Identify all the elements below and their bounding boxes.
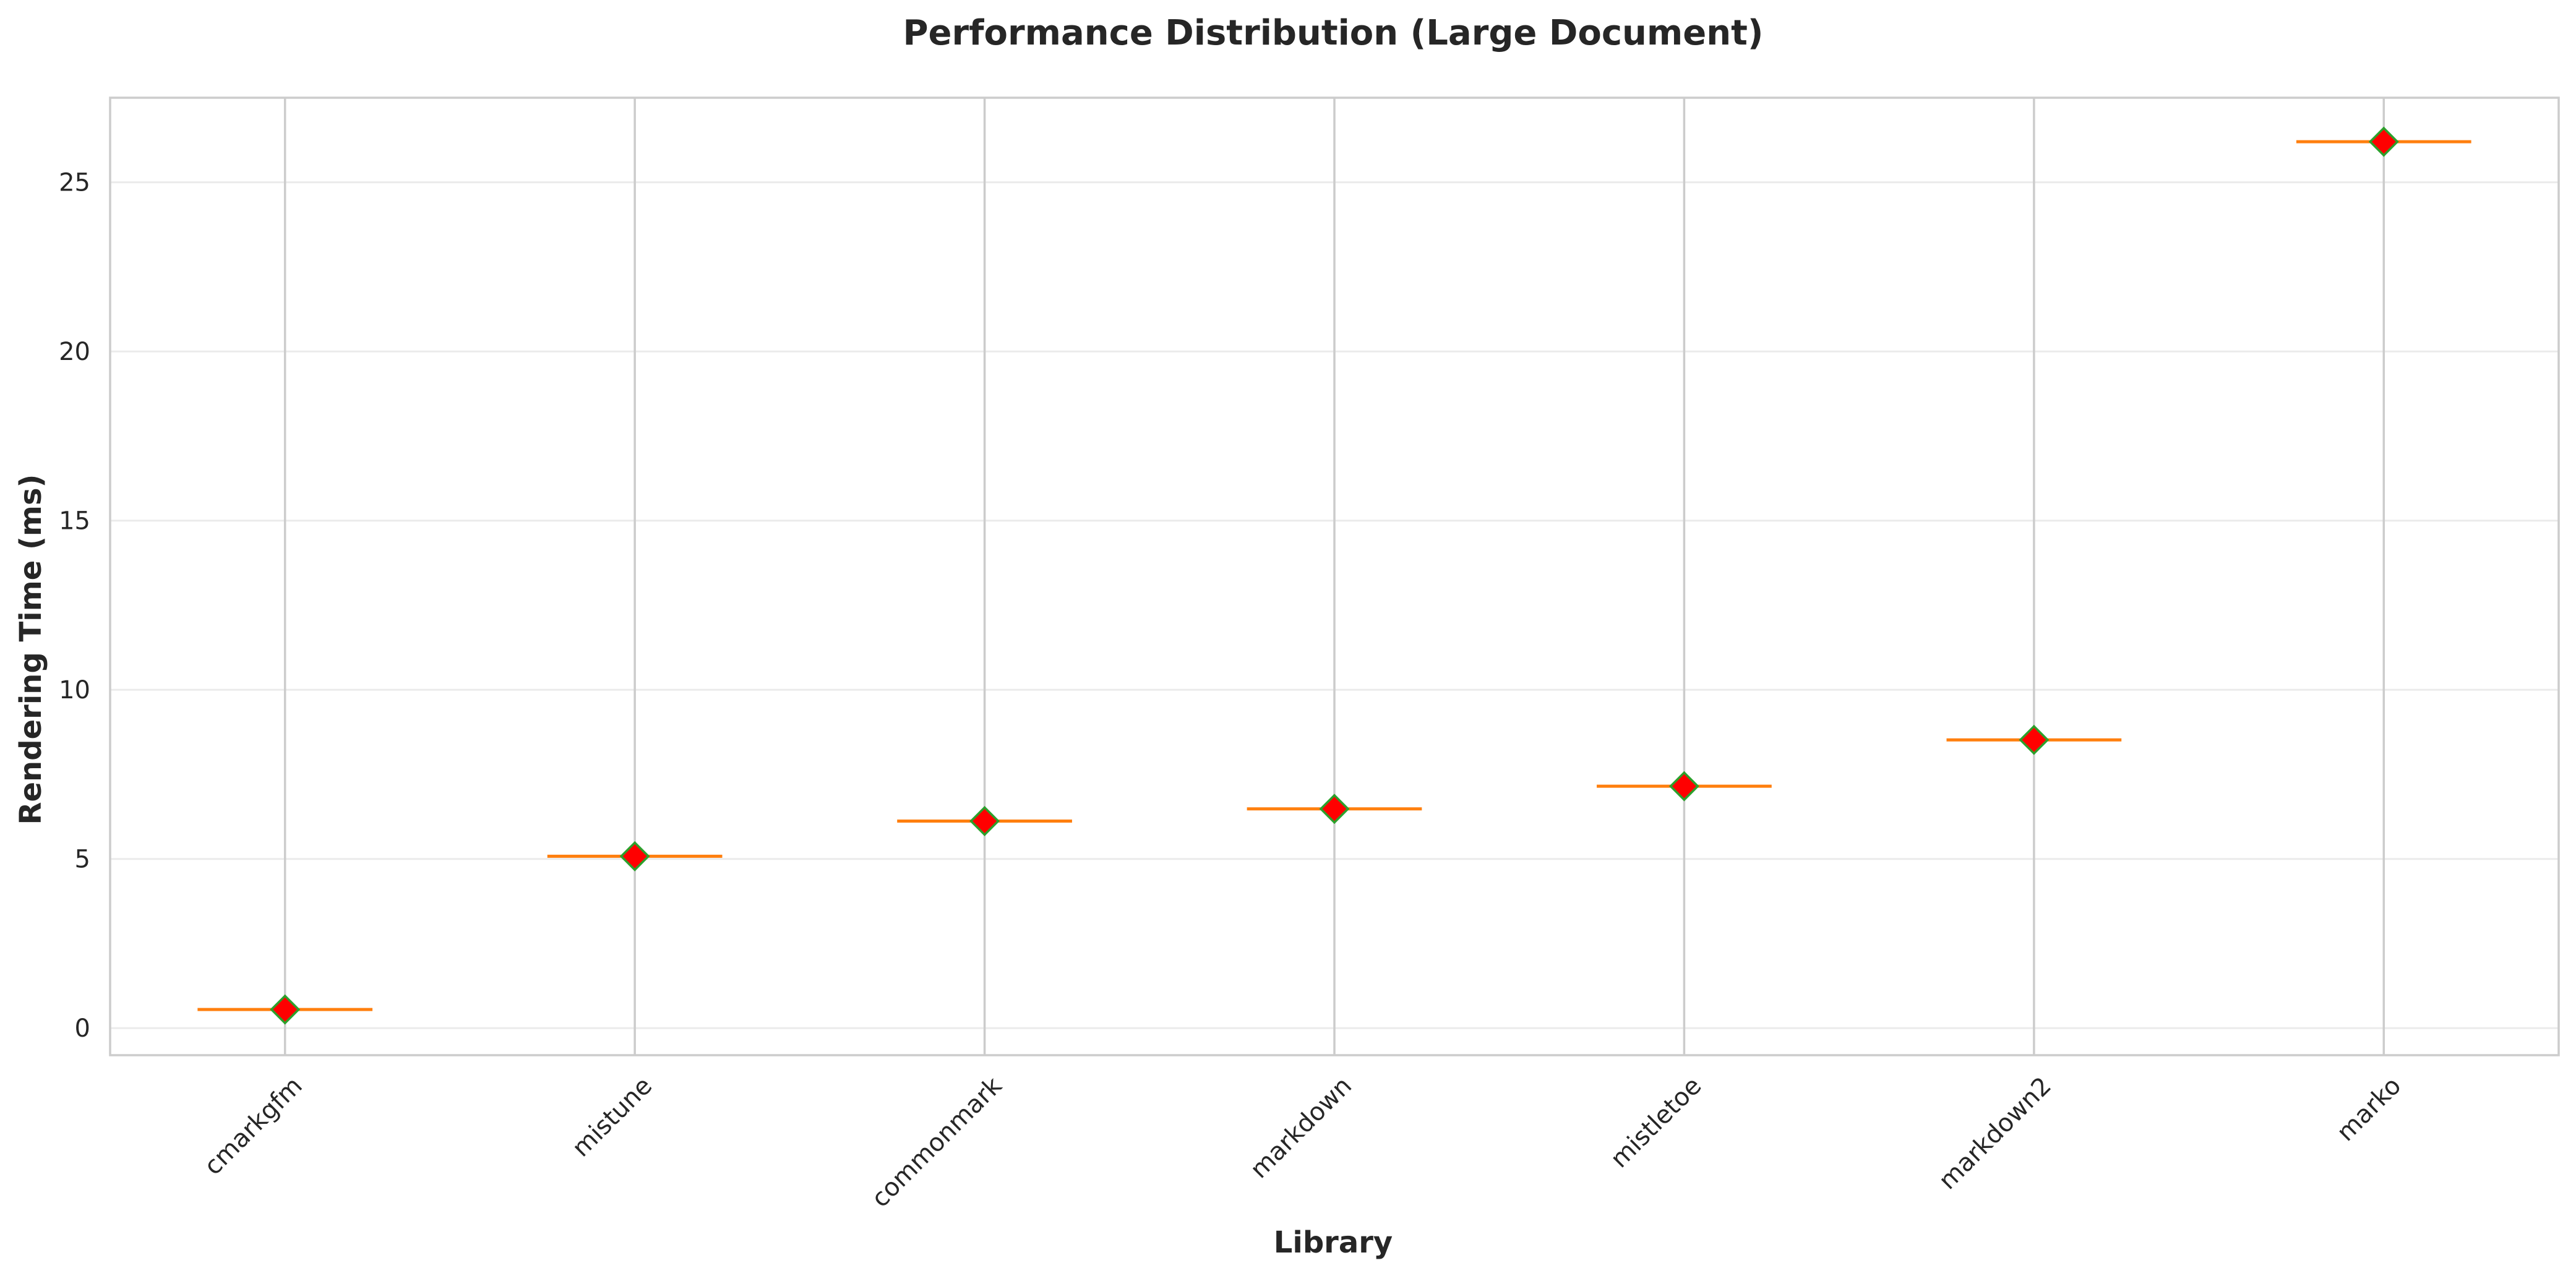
x-tick-label: markdown2 bbox=[1933, 1072, 2057, 1196]
mean-marker bbox=[1319, 794, 1350, 824]
y-tick-label: 20 bbox=[59, 338, 90, 366]
y-tick-label: 5 bbox=[75, 846, 90, 874]
y-axis-label: Rendering Time (ms) bbox=[14, 474, 48, 825]
x-tick-label: mistletoe bbox=[1605, 1072, 1707, 1174]
x-tick-label: marko bbox=[2332, 1072, 2407, 1147]
mean-marker bbox=[969, 806, 1000, 836]
x-tick-label: cmarkgfm bbox=[199, 1072, 307, 1181]
mean-marker bbox=[270, 994, 301, 1025]
mean-marker bbox=[2019, 724, 2050, 755]
x-axis-label: Library bbox=[1274, 1225, 1393, 1260]
plot-area: 0 5 10 15 20 25 cmarkgfm mistune commonmark markd… bbox=[59, 96, 2560, 1213]
mean-marker bbox=[1668, 771, 1699, 802]
y-tick-label: 15 bbox=[59, 507, 90, 536]
x-tick-label: markdown bbox=[1245, 1072, 1357, 1184]
chart-title: Performance Distribution (Large Document… bbox=[903, 13, 1764, 53]
y-tick-label: 10 bbox=[59, 676, 90, 704]
plot-frame bbox=[109, 96, 2560, 1056]
x-tick-label: commonmark bbox=[866, 1071, 1008, 1213]
mean-marker bbox=[619, 841, 650, 871]
y-tick-label: 25 bbox=[59, 169, 90, 197]
y-tick-label: 0 bbox=[75, 1014, 90, 1043]
x-tick-label: mistune bbox=[567, 1072, 658, 1163]
mean-marker bbox=[2368, 126, 2399, 157]
